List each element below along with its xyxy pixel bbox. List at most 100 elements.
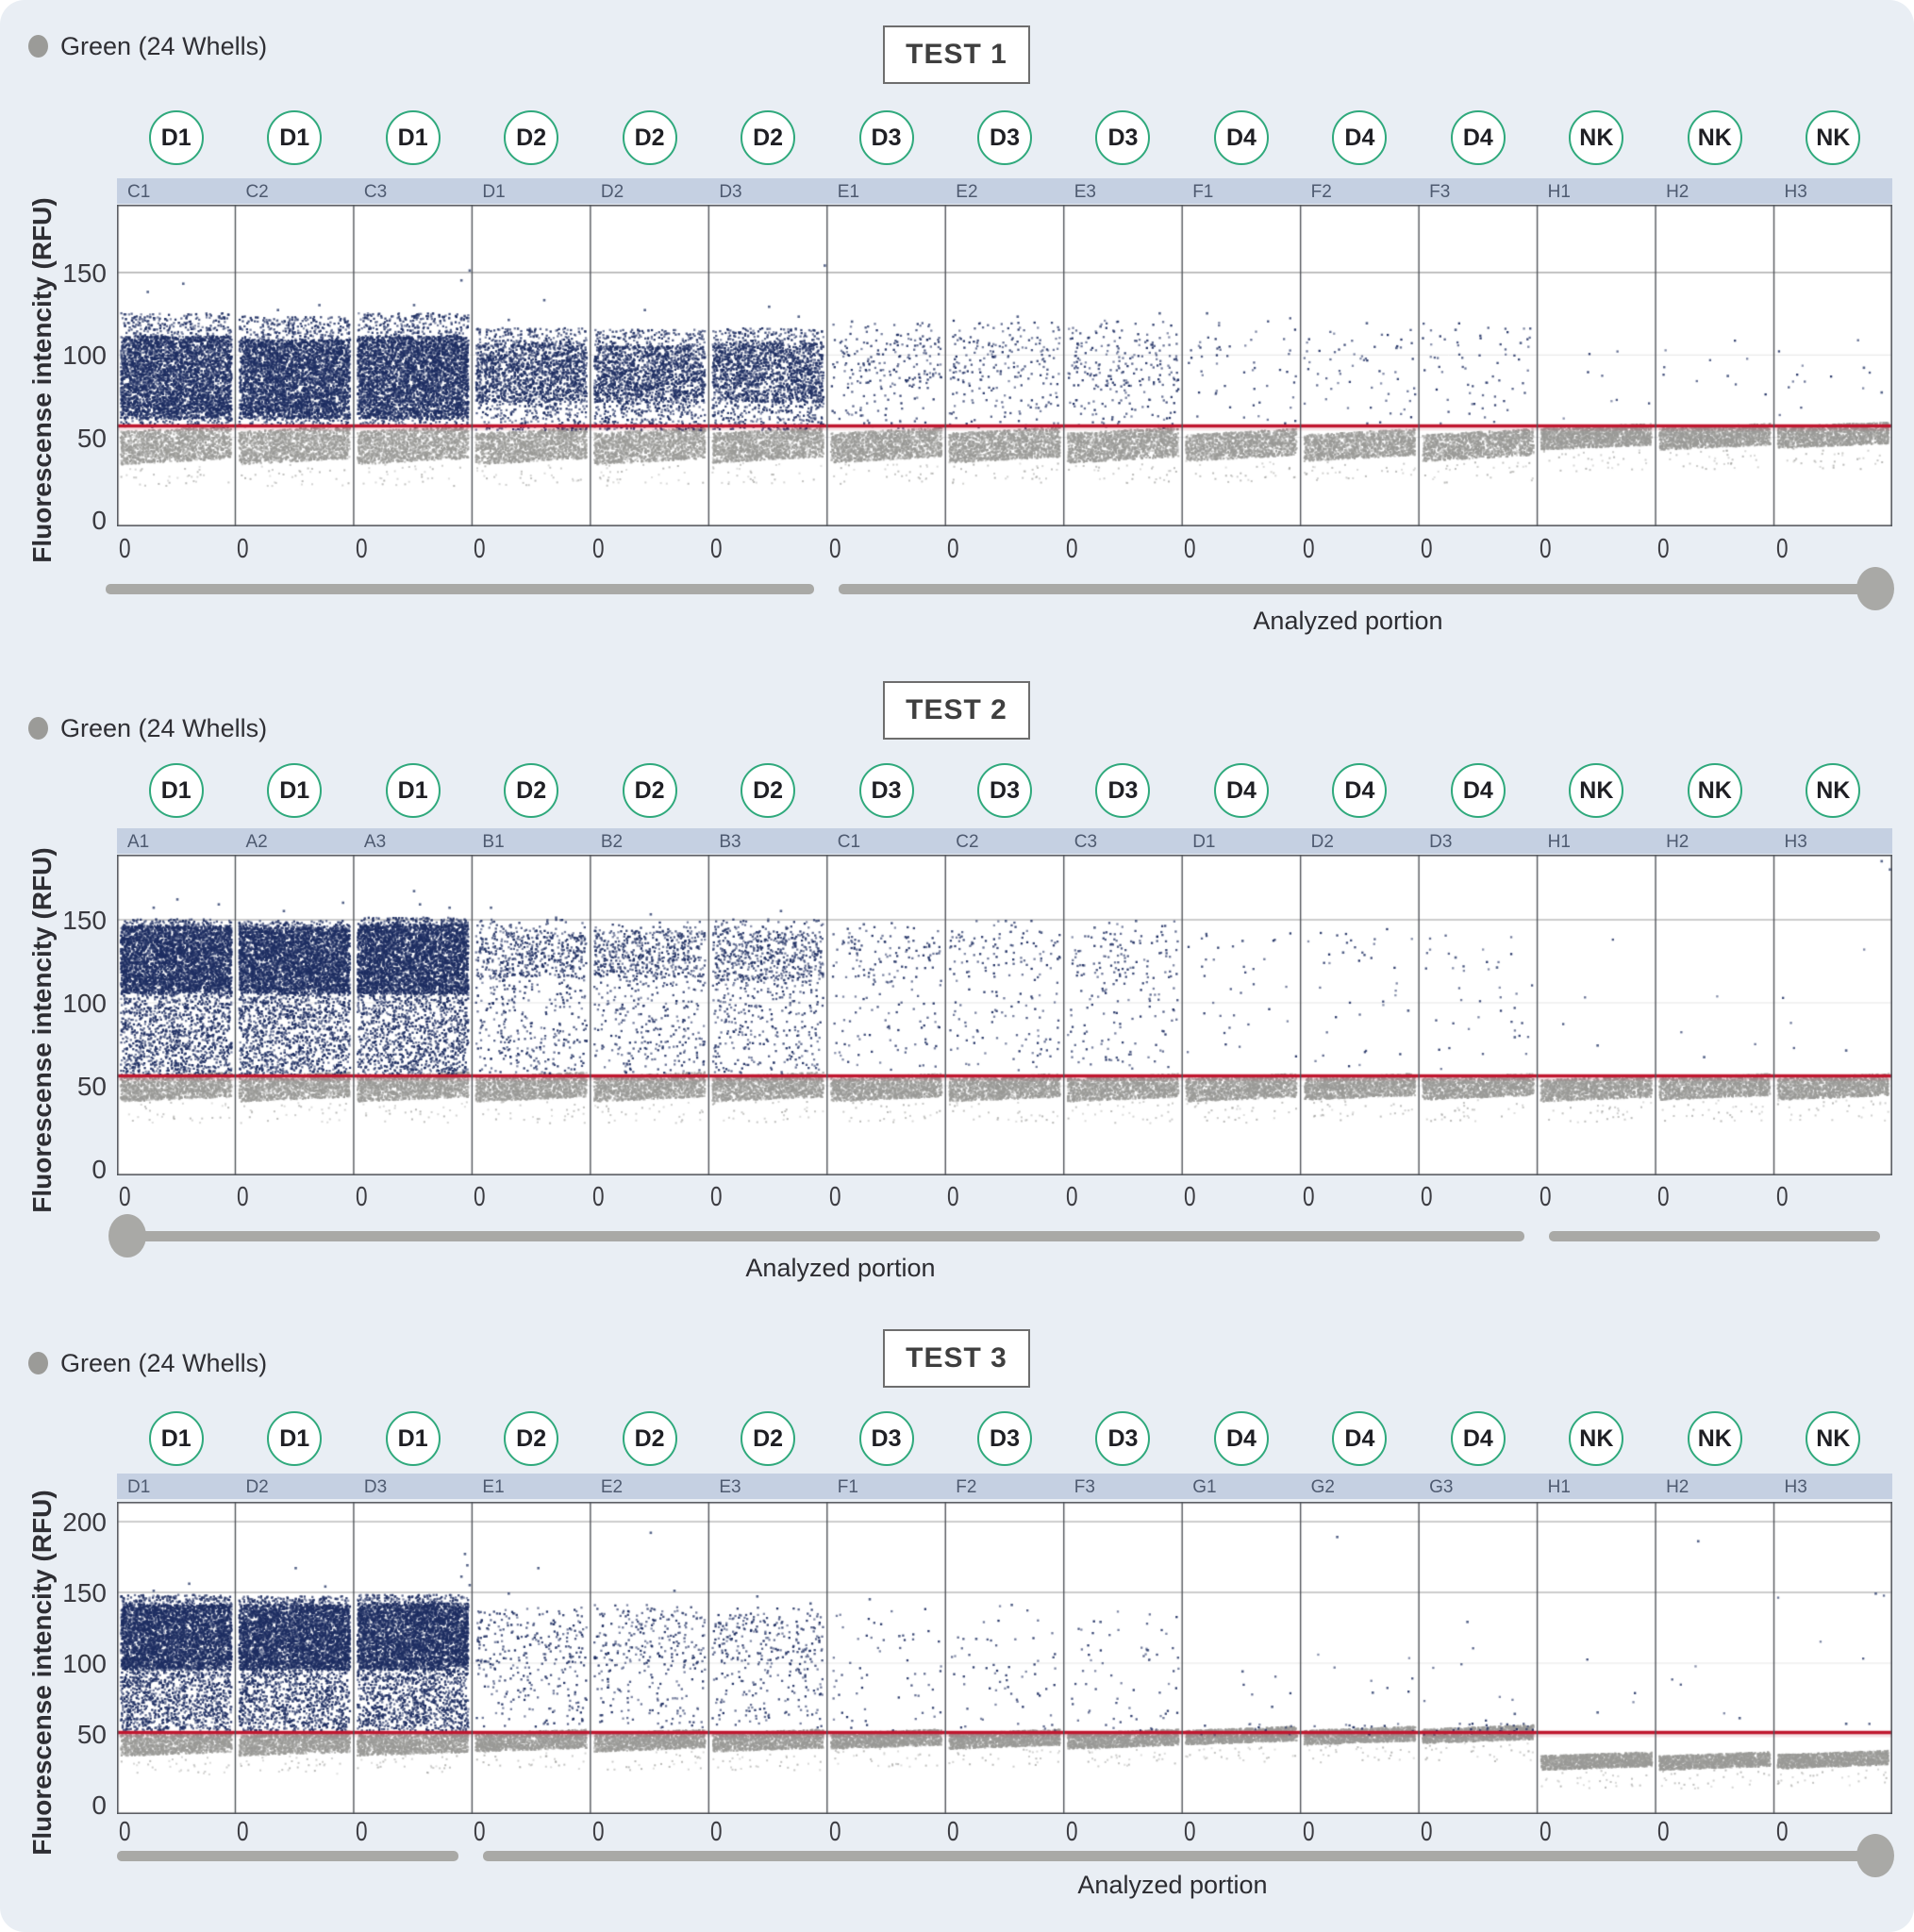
dilution-badge[interactable]: D3	[1095, 110, 1151, 165]
dilution-badge[interactable]: D2	[622, 763, 677, 818]
dilution-badge[interactable]: D3	[858, 1411, 914, 1466]
dilution-badge[interactable]: NK	[1687, 1411, 1742, 1466]
dilution-badge[interactable]: D4	[1213, 763, 1269, 818]
well-label[interactable]: F2	[956, 1477, 977, 1497]
well-label[interactable]: E1	[837, 182, 860, 202]
well-label[interactable]: C3	[363, 182, 388, 202]
dilution-badge[interactable]: D1	[385, 763, 441, 818]
dilution-badge[interactable]: D1	[148, 110, 204, 165]
dilution-badge[interactable]: D3	[858, 110, 914, 165]
dilution-badge[interactable]: D4	[1332, 110, 1388, 165]
well-label[interactable]: H2	[1666, 1477, 1689, 1497]
dilution-badge[interactable]: D3	[977, 763, 1032, 818]
well-label[interactable]: D1	[482, 182, 506, 202]
dilution-badge[interactable]: D1	[267, 1411, 323, 1466]
well-label[interactable]: D3	[363, 1477, 388, 1497]
well-label[interactable]: B2	[600, 832, 624, 852]
well-label[interactable]: D2	[1310, 832, 1334, 852]
well-label[interactable]: E3	[719, 1477, 741, 1497]
dilution-badge[interactable]: D1	[148, 1411, 204, 1466]
well-label[interactable]: D2	[245, 1477, 269, 1497]
well-label[interactable]: G1	[1192, 1477, 1217, 1497]
dilution-badge[interactable]: D3	[1095, 1411, 1151, 1466]
well-label[interactable]: B1	[482, 832, 505, 852]
dilution-badge[interactable]: D1	[267, 110, 323, 165]
dilution-badge[interactable]: D1	[385, 110, 441, 165]
dilution-badge[interactable]: NK	[1806, 763, 1861, 818]
dilution-badge[interactable]: NK	[1569, 763, 1624, 818]
dilution-badge[interactable]: NK	[1806, 1411, 1861, 1466]
well-label[interactable]: A2	[245, 832, 268, 852]
dilution-badge[interactable]: D1	[148, 763, 204, 818]
dilution-badge[interactable]: D4	[1332, 763, 1388, 818]
dilution-badge[interactable]: D2	[741, 110, 796, 165]
well-label[interactable]: H1	[1547, 1477, 1571, 1497]
analyzed-portion-slider[interactable]	[0, 1214, 1914, 1267]
dilution-badge[interactable]: D2	[504, 110, 559, 165]
dilution-badge[interactable]: D3	[977, 110, 1032, 165]
well-label[interactable]: H2	[1666, 832, 1689, 852]
dilution-badge[interactable]: D4	[1450, 1411, 1506, 1466]
well-label[interactable]: F3	[1074, 1477, 1095, 1497]
well-label[interactable]: G3	[1429, 1477, 1454, 1497]
dilution-badge[interactable]: D2	[622, 1411, 677, 1466]
slider-track-segment[interactable]	[1548, 1231, 1880, 1241]
dilution-badge[interactable]: D2	[504, 763, 559, 818]
well-label[interactable]: H3	[1784, 832, 1807, 852]
well-label[interactable]: C2	[245, 182, 269, 202]
well-label[interactable]: E2	[956, 182, 978, 202]
dilution-badge[interactable]: D1	[385, 1411, 441, 1466]
dilution-badge[interactable]: D4	[1332, 1411, 1388, 1466]
dilution-badge[interactable]: NK	[1687, 110, 1742, 165]
well-label[interactable]: H2	[1666, 182, 1689, 202]
slider-track-segment[interactable]	[117, 1851, 459, 1861]
well-label[interactable]: D3	[719, 182, 742, 202]
well-label[interactable]: A3	[363, 832, 387, 852]
well-label[interactable]: D3	[1429, 832, 1453, 852]
dilution-badge[interactable]: NK	[1806, 110, 1861, 165]
slider-track-segment[interactable]	[838, 584, 1872, 594]
dilution-badge[interactable]: D1	[267, 763, 323, 818]
well-label[interactable]: H1	[1547, 182, 1571, 202]
well-label[interactable]: E3	[1074, 182, 1096, 202]
well-label[interactable]: F1	[1192, 182, 1214, 202]
well-label[interactable]: H3	[1784, 182, 1807, 202]
well-label[interactable]: B3	[719, 832, 741, 852]
well-label[interactable]: E1	[482, 1477, 505, 1497]
dilution-badge[interactable]: D2	[504, 1411, 559, 1466]
well-label[interactable]: C3	[1074, 832, 1098, 852]
dilution-badge[interactable]: NK	[1569, 110, 1624, 165]
well-label[interactable]: F3	[1429, 182, 1451, 202]
dilution-badge[interactable]: D2	[741, 1411, 796, 1466]
well-label[interactable]: E2	[600, 1477, 624, 1497]
well-label[interactable]: D2	[600, 182, 624, 202]
dilution-badge[interactable]: D4	[1213, 1411, 1269, 1466]
dilution-badge[interactable]: D4	[1450, 110, 1506, 165]
well-label[interactable]: F1	[837, 1477, 858, 1497]
slider-track-segment[interactable]	[127, 1231, 1524, 1241]
well-label[interactable]: D1	[127, 1477, 151, 1497]
well-label[interactable]: C1	[127, 182, 151, 202]
dilution-badge[interactable]: NK	[1687, 763, 1742, 818]
well-label[interactable]: C1	[837, 832, 861, 852]
well-label[interactable]: C2	[956, 832, 979, 852]
slider-track-segment[interactable]	[483, 1851, 1872, 1861]
slider-handle[interactable]	[1856, 567, 1894, 610]
well-label[interactable]: D1	[1192, 832, 1216, 852]
analyzed-portion-slider[interactable]	[0, 567, 1914, 620]
well-label[interactable]: H1	[1547, 832, 1571, 852]
well-label[interactable]: H3	[1784, 1477, 1807, 1497]
well-label[interactable]: F2	[1310, 182, 1332, 202]
dilution-badge[interactable]: D4	[1450, 763, 1506, 818]
dilution-badge[interactable]: D3	[977, 1411, 1032, 1466]
well-label[interactable]: A1	[127, 832, 150, 852]
slider-handle[interactable]	[108, 1214, 146, 1257]
dilution-badge[interactable]: D3	[858, 763, 914, 818]
dilution-badge[interactable]: D2	[741, 763, 796, 818]
well-label[interactable]: G2	[1310, 1477, 1336, 1497]
dilution-badge[interactable]: D3	[1095, 763, 1151, 818]
slider-handle[interactable]	[1856, 1834, 1894, 1877]
dilution-badge[interactable]: D2	[622, 110, 677, 165]
slider-track-segment[interactable]	[106, 584, 814, 594]
dilution-badge[interactable]: D4	[1213, 110, 1269, 165]
